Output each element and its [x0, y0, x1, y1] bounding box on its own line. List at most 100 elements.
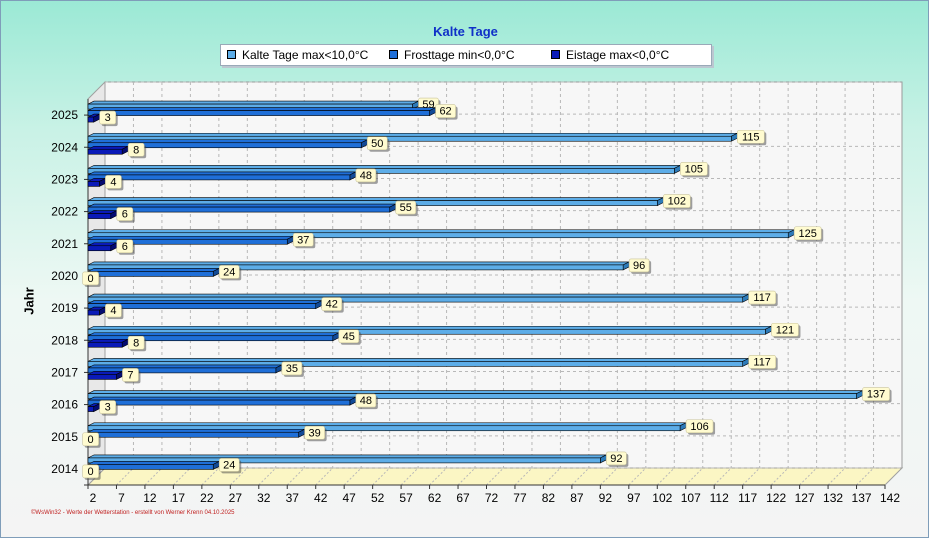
- x-tick-label: 12: [143, 491, 157, 505]
- grid-line-floor: [286, 467, 305, 486]
- grid-line-floor: [173, 467, 191, 486]
- grid-line-floor: [144, 467, 163, 486]
- bar-2024-series-1-top: [87, 132, 738, 137]
- x-tick-label: 132: [823, 491, 843, 505]
- data-label-2019-series-3-box: [105, 303, 122, 318]
- data-label-2022-series-1: 102: [668, 196, 686, 208]
- data-label-2015-series-2: 39: [309, 427, 321, 439]
- data-label-2019-series-3: 4: [110, 305, 116, 317]
- bar-2014-series-2-top: [87, 461, 220, 465]
- data-label-2023-series-1: 105: [685, 163, 703, 175]
- bar-2018-series-2: [87, 332, 340, 342]
- bar-2016-series-3-front: [87, 406, 94, 412]
- data-label-2014-series-1-box: [606, 451, 627, 466]
- x-tick-label: 2: [90, 491, 97, 505]
- data-label-2016-series-2-box: [355, 393, 377, 408]
- x-tick-label: 102: [652, 491, 672, 505]
- y-tick-label-2023: 2023: [51, 172, 78, 186]
- bar-2018-series-2-front: [87, 335, 334, 342]
- x-tick-label: 112: [710, 491, 729, 505]
- data-label-2014-series-1: 92: [610, 453, 622, 465]
- data-label-2024-series-2-box: [366, 136, 388, 151]
- bar-2016-series-1: [87, 390, 863, 400]
- bar-2020-series-2-front: [87, 271, 214, 277]
- data-label-2024-series-2: 50: [371, 138, 383, 150]
- bar-2021-series-2-top: [87, 235, 294, 240]
- grid-line-floor: [258, 467, 277, 486]
- data-label-2014-series-2: 24: [223, 459, 235, 471]
- data-label-2016-series-2: 48: [360, 395, 372, 407]
- data-label-2025-series-2: 62: [439, 106, 451, 118]
- x-tick-label: 67: [456, 491, 470, 505]
- data-label-2017-series-3-box: [122, 368, 139, 382]
- grid-line-floor: [713, 467, 732, 486]
- bar-2015-series-2: [87, 428, 305, 438]
- data-label-2019-series-1: 117: [753, 292, 771, 304]
- data-label-2016-series-1-box: [862, 387, 890, 401]
- grid-line-floor: [116, 467, 134, 486]
- data-label-2020-series-2-box: [218, 265, 240, 279]
- x-tick-label: 92: [599, 491, 613, 505]
- data-label-2018-series-1-box: [771, 322, 799, 337]
- data-label-2018-series-3: 8: [133, 337, 139, 349]
- data-label-2021-series-3: 6: [122, 241, 128, 253]
- data-label-2019-series-2: 42: [326, 299, 338, 311]
- bar-2025-series-1-top: [87, 100, 419, 105]
- bar-2023-series-3-front: [87, 181, 100, 187]
- bar-2023-series-2: [87, 171, 357, 181]
- bar-2025-series-2-top: [87, 107, 436, 111]
- legend-swatch-frosttage: [389, 50, 398, 59]
- bar-2014-series-1: [87, 454, 607, 464]
- bar-2018-series-2-top: [87, 332, 339, 337]
- bar-2022-series-2: [87, 203, 397, 213]
- bar-2020-series-1-front: [87, 264, 624, 271]
- data-label-2024-series-3-box: [127, 142, 145, 157]
- x-tick-label: 57: [399, 491, 413, 505]
- x-tick-label: 97: [627, 491, 641, 505]
- x-tick-label: 122: [766, 491, 786, 505]
- bar-2019-series-2-front: [87, 303, 317, 309]
- data-label-2014-series-3-box: [82, 464, 99, 479]
- x-tick-label: 137: [852, 491, 872, 505]
- bar-2023-series-1: [87, 164, 681, 174]
- data-label-2022-series-1-box: [662, 194, 691, 208]
- data-label-2015-series-3-box: [82, 432, 99, 447]
- data-label-2023-series-3-box: [105, 175, 122, 189]
- bar-2019-series-1-top: [87, 293, 749, 298]
- data-label-2023-series-2: 48: [360, 170, 372, 182]
- data-label-2014-series-2-box: [218, 458, 240, 472]
- bar-2018-series-1-top: [87, 325, 772, 330]
- bar-2025-series-2: [87, 107, 436, 117]
- bar-2023-series-1-front: [87, 168, 675, 174]
- data-label-2020-series-2: 24: [223, 266, 235, 278]
- y-tick-label-2017: 2017: [51, 365, 78, 379]
- data-label-2016-series-3-box: [99, 400, 116, 414]
- data-label-2015-series-3: 0: [88, 434, 94, 446]
- x-tick-label: 142: [880, 491, 900, 505]
- data-label-2014-series-3: 0: [88, 466, 94, 478]
- data-label-2021-series-2-box: [292, 232, 314, 247]
- y-tick-label-2020: 2020: [51, 269, 78, 283]
- x-tick-label: 87: [570, 491, 584, 505]
- data-label-2025-series-3-box: [99, 110, 116, 125]
- x-tick-label: 62: [428, 491, 442, 505]
- data-label-2019-series-2-box: [321, 297, 343, 311]
- bar-2022-series-2-top: [87, 203, 396, 208]
- grid-line-floor: [315, 467, 334, 486]
- legend-label-frosttage: Frosttage min<0,0°C: [404, 48, 515, 62]
- bar-2015-series-1-front: [87, 425, 681, 432]
- grid-line-floor: [229, 467, 248, 486]
- data-label-2022-series-3: 6: [122, 209, 128, 221]
- y-tick-label-2016: 2016: [51, 398, 78, 412]
- bar-2016-series-1-top: [87, 390, 863, 394]
- bar-2016-series-2-front: [87, 399, 351, 406]
- grid-line-floor: [742, 467, 761, 486]
- data-label-2025-series-2-box: [435, 104, 456, 118]
- bar-2021-series-2-front: [87, 238, 288, 245]
- grid-line-floor: [372, 467, 390, 486]
- bar-2019-series-3-front: [87, 309, 100, 316]
- bar-2017-series-2-top: [87, 364, 282, 369]
- bar-2023-series-1-top: [87, 165, 681, 169]
- data-label-2016-series-1: 137: [867, 389, 885, 401]
- bar-2025-series-2-front: [87, 110, 430, 116]
